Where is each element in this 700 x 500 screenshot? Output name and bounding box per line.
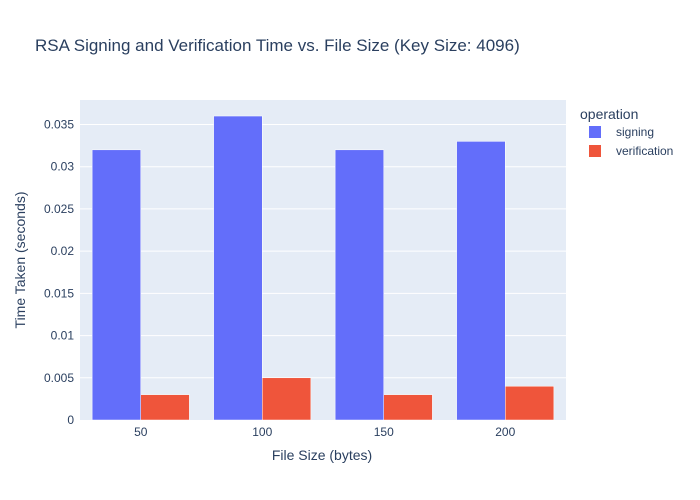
bar-verification-100 <box>262 377 312 421</box>
x-axis-ticks: 50 100 150 200 <box>134 425 516 439</box>
bar-signing-100 <box>213 115 263 421</box>
bar-verification-50 <box>140 394 190 421</box>
y-axis-ticks: 0 0.005 0.01 0.015 0.02 0.025 0.03 0.035 <box>44 117 74 427</box>
bar-signing-200 <box>456 141 506 421</box>
bars <box>91 115 555 421</box>
x-axis-title: File Size (bytes) <box>272 447 372 463</box>
bar-verification-150 <box>383 394 433 421</box>
bar-signing-50 <box>91 149 141 421</box>
y-tick-label: 0.035 <box>44 117 74 131</box>
x-tick-label: 150 <box>374 425 394 439</box>
chart-title: RSA Signing and Verification Time vs. Fi… <box>35 36 520 55</box>
bar-signing-150 <box>334 149 384 421</box>
legend-title: operation <box>580 106 638 122</box>
y-tick-label: 0.03 <box>51 160 75 174</box>
legend-swatch-verification <box>589 145 601 157</box>
y-tick-label: 0.005 <box>44 371 74 385</box>
legend-label-signing: signing <box>616 125 654 139</box>
x-tick-label: 50 <box>134 425 148 439</box>
bar-verification-200 <box>505 385 555 421</box>
y-tick-label: 0.015 <box>44 286 74 300</box>
y-tick-label: 0.025 <box>44 202 74 216</box>
legend: operation signing verification <box>580 106 673 158</box>
y-tick-label: 0.01 <box>51 329 75 343</box>
legend-label-verification: verification <box>616 144 673 158</box>
x-tick-label: 100 <box>252 425 272 439</box>
legend-swatch-signing <box>589 126 601 138</box>
x-tick-label: 200 <box>495 425 515 439</box>
y-tick-label: 0 <box>67 413 74 427</box>
y-tick-label: 0.02 <box>51 244 75 258</box>
y-axis-title: Time Taken (seconds) <box>12 192 28 329</box>
